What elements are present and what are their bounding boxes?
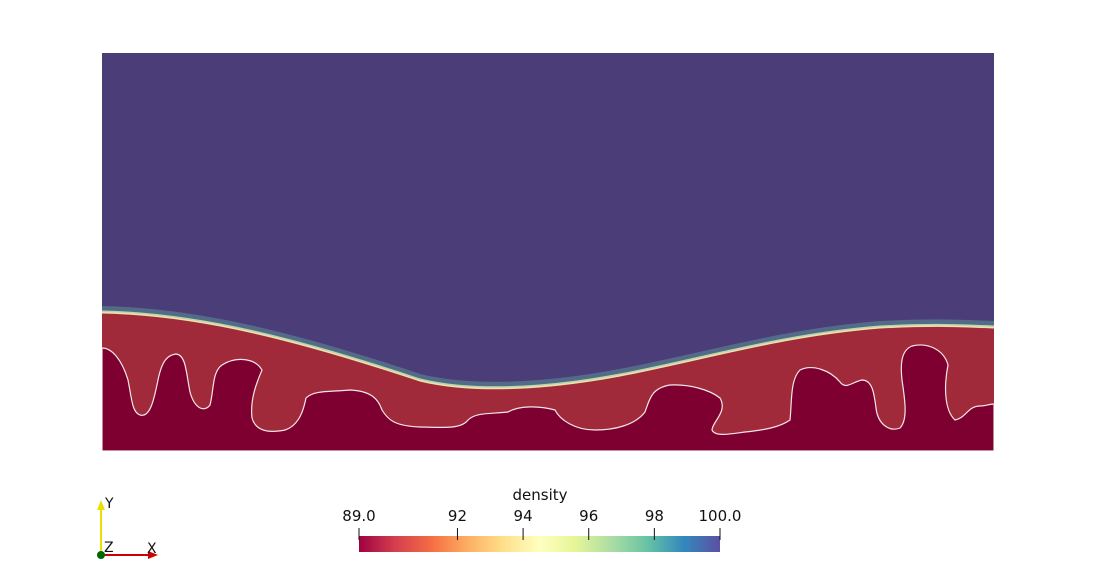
- colorbar-ticks: [358, 528, 721, 540]
- orientation-axes: [97, 500, 158, 559]
- x-axis-arrow-icon: [148, 551, 158, 559]
- y-axis-label: Y: [105, 496, 114, 512]
- colorbar: [358, 528, 721, 552]
- interface-band: [102, 310, 994, 390]
- colorbar-gradient: [359, 536, 720, 552]
- colorbar-tick-label: 100.0: [698, 507, 742, 525]
- z-axis-origin-icon: [97, 551, 105, 559]
- colorbar-tick-label: 96: [579, 507, 599, 525]
- colorbar-tick-label: 89.0: [342, 507, 376, 525]
- colorbar-title: density: [512, 486, 568, 504]
- colorbar-tick-label: 94: [513, 507, 533, 525]
- interface-glow: [102, 306, 994, 388]
- x-axis-label: X: [147, 541, 157, 557]
- simulation-domain: [102, 53, 994, 451]
- z-axis-label: Z: [104, 540, 114, 556]
- colorbar-tick-label: 92: [447, 507, 467, 525]
- colorbar-tick-label: 98: [644, 507, 664, 525]
- lower-fluid-region: [102, 344, 994, 451]
- y-axis-arrow-icon: [97, 500, 105, 510]
